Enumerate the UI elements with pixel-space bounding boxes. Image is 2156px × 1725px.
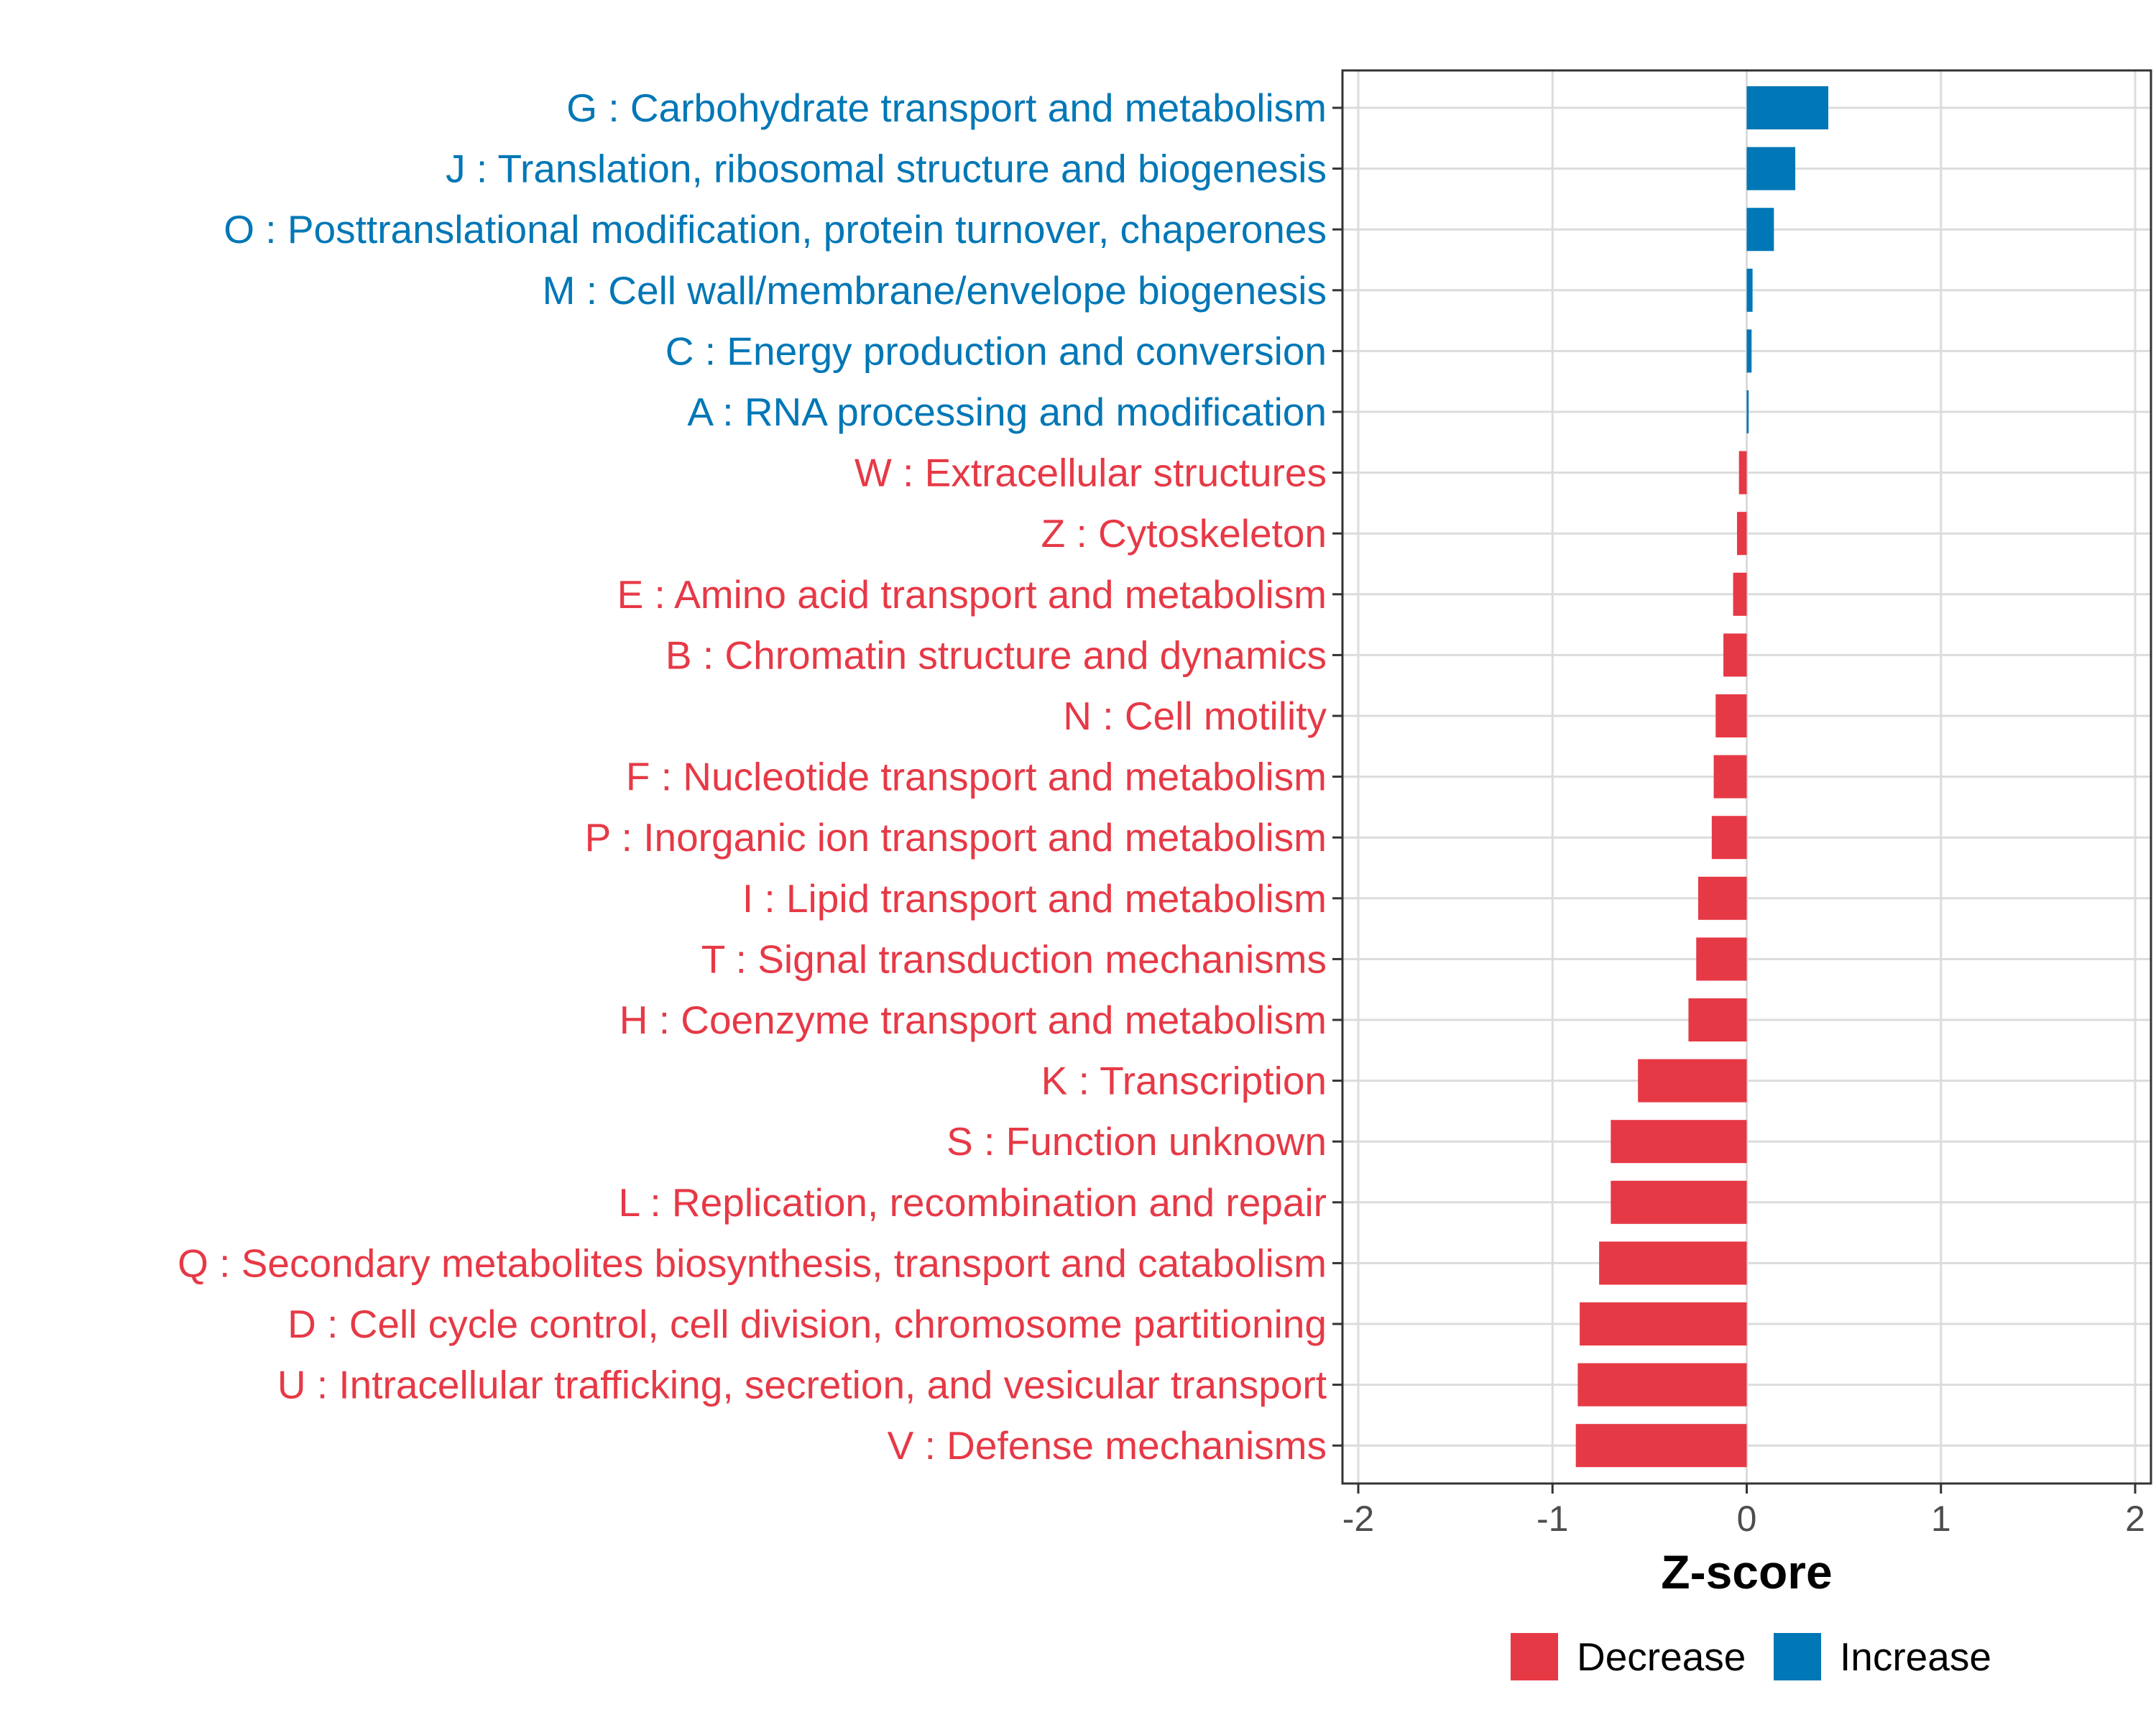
category-label: L : Replication, recombination and repai… <box>619 1180 1327 1225</box>
category-label: S : Function unknown <box>946 1119 1327 1164</box>
category-label: V : Defense mechanisms <box>888 1423 1327 1468</box>
bar <box>1688 998 1747 1041</box>
category-label: T : Signal transduction mechanisms <box>701 937 1327 981</box>
bar <box>1746 390 1749 433</box>
bar <box>1746 86 1829 129</box>
bar <box>1746 147 1796 190</box>
category-label: M : Cell wall/membrane/envelope biogenes… <box>543 268 1327 313</box>
bar <box>1713 755 1747 799</box>
category-label: O : Posttranslational modification, prot… <box>224 207 1327 252</box>
x-tick-label: 2 <box>2125 1499 2145 1539</box>
x-axis-title: Z-score <box>1661 1545 1832 1598</box>
bar <box>1696 937 1747 981</box>
bar <box>1746 208 1774 252</box>
bar <box>1575 1424 1747 1468</box>
bar <box>1611 1120 1747 1164</box>
category-labels: G : Carbohydrate transport and metabolis… <box>178 86 1327 1468</box>
category-label: Q : Secondary metabolites biosynthesis, … <box>178 1241 1327 1285</box>
category-label: A : RNA processing and modification <box>687 390 1327 434</box>
category-label: E : Amino acid transport and metabolism <box>617 572 1327 617</box>
bar <box>1736 512 1747 556</box>
category-label: H : Coenzyme transport and metabolism <box>619 998 1327 1042</box>
bar <box>1577 1363 1747 1407</box>
legend-swatch-decrease <box>1511 1633 1558 1680</box>
bar <box>1746 268 1753 312</box>
category-label: F : Nucleotide transport and metabolism <box>626 755 1327 799</box>
category-label: P : Inorganic ion transport and metaboli… <box>585 815 1327 860</box>
legend-label-decrease: Decrease <box>1577 1634 1746 1679</box>
bar <box>1723 633 1747 677</box>
category-label: C : Energy production and conversion <box>665 328 1327 373</box>
bar <box>1715 694 1747 737</box>
x-tick-label: 1 <box>1931 1499 1951 1539</box>
category-label: N : Cell motility <box>1063 694 1327 738</box>
legend: Decrease Increase <box>1511 1633 1991 1680</box>
category-label: D : Cell cycle control, cell division, c… <box>287 1302 1327 1346</box>
y-axis-ticks <box>1332 106 1342 1447</box>
bar <box>1738 451 1747 494</box>
x-axis-ticks: -2 -1 0 1 2 <box>1342 1484 2145 1539</box>
category-label: I : Lipid transport and metabolism <box>742 876 1327 921</box>
category-label: K : Transcription <box>1041 1059 1327 1103</box>
bar <box>1580 1302 1747 1346</box>
category-label: U : Intracellular trafficking, secretion… <box>277 1363 1327 1407</box>
bar <box>1711 816 1747 860</box>
bar <box>1638 1059 1747 1103</box>
category-label: G : Carbohydrate transport and metabolis… <box>566 86 1327 130</box>
x-tick-label: -2 <box>1342 1499 1374 1539</box>
legend-label-increase: Increase <box>1840 1634 1991 1679</box>
bars <box>1575 86 1829 1468</box>
bar <box>1697 876 1747 920</box>
bar <box>1733 572 1747 616</box>
x-tick-label: 0 <box>1737 1499 1757 1539</box>
x-tick-label: -1 <box>1537 1499 1568 1539</box>
category-label: Z : Cytoskeleton <box>1041 511 1327 556</box>
category-label: J : Translation, ribosomal structure and… <box>446 147 1327 191</box>
category-label: B : Chromatin structure and dynamics <box>665 632 1327 677</box>
bar <box>1611 1180 1747 1224</box>
bar <box>1599 1241 1747 1285</box>
legend-swatch-increase <box>1774 1633 1821 1680</box>
category-label: W : Extracellular structures <box>854 451 1327 495</box>
bar <box>1746 329 1752 373</box>
